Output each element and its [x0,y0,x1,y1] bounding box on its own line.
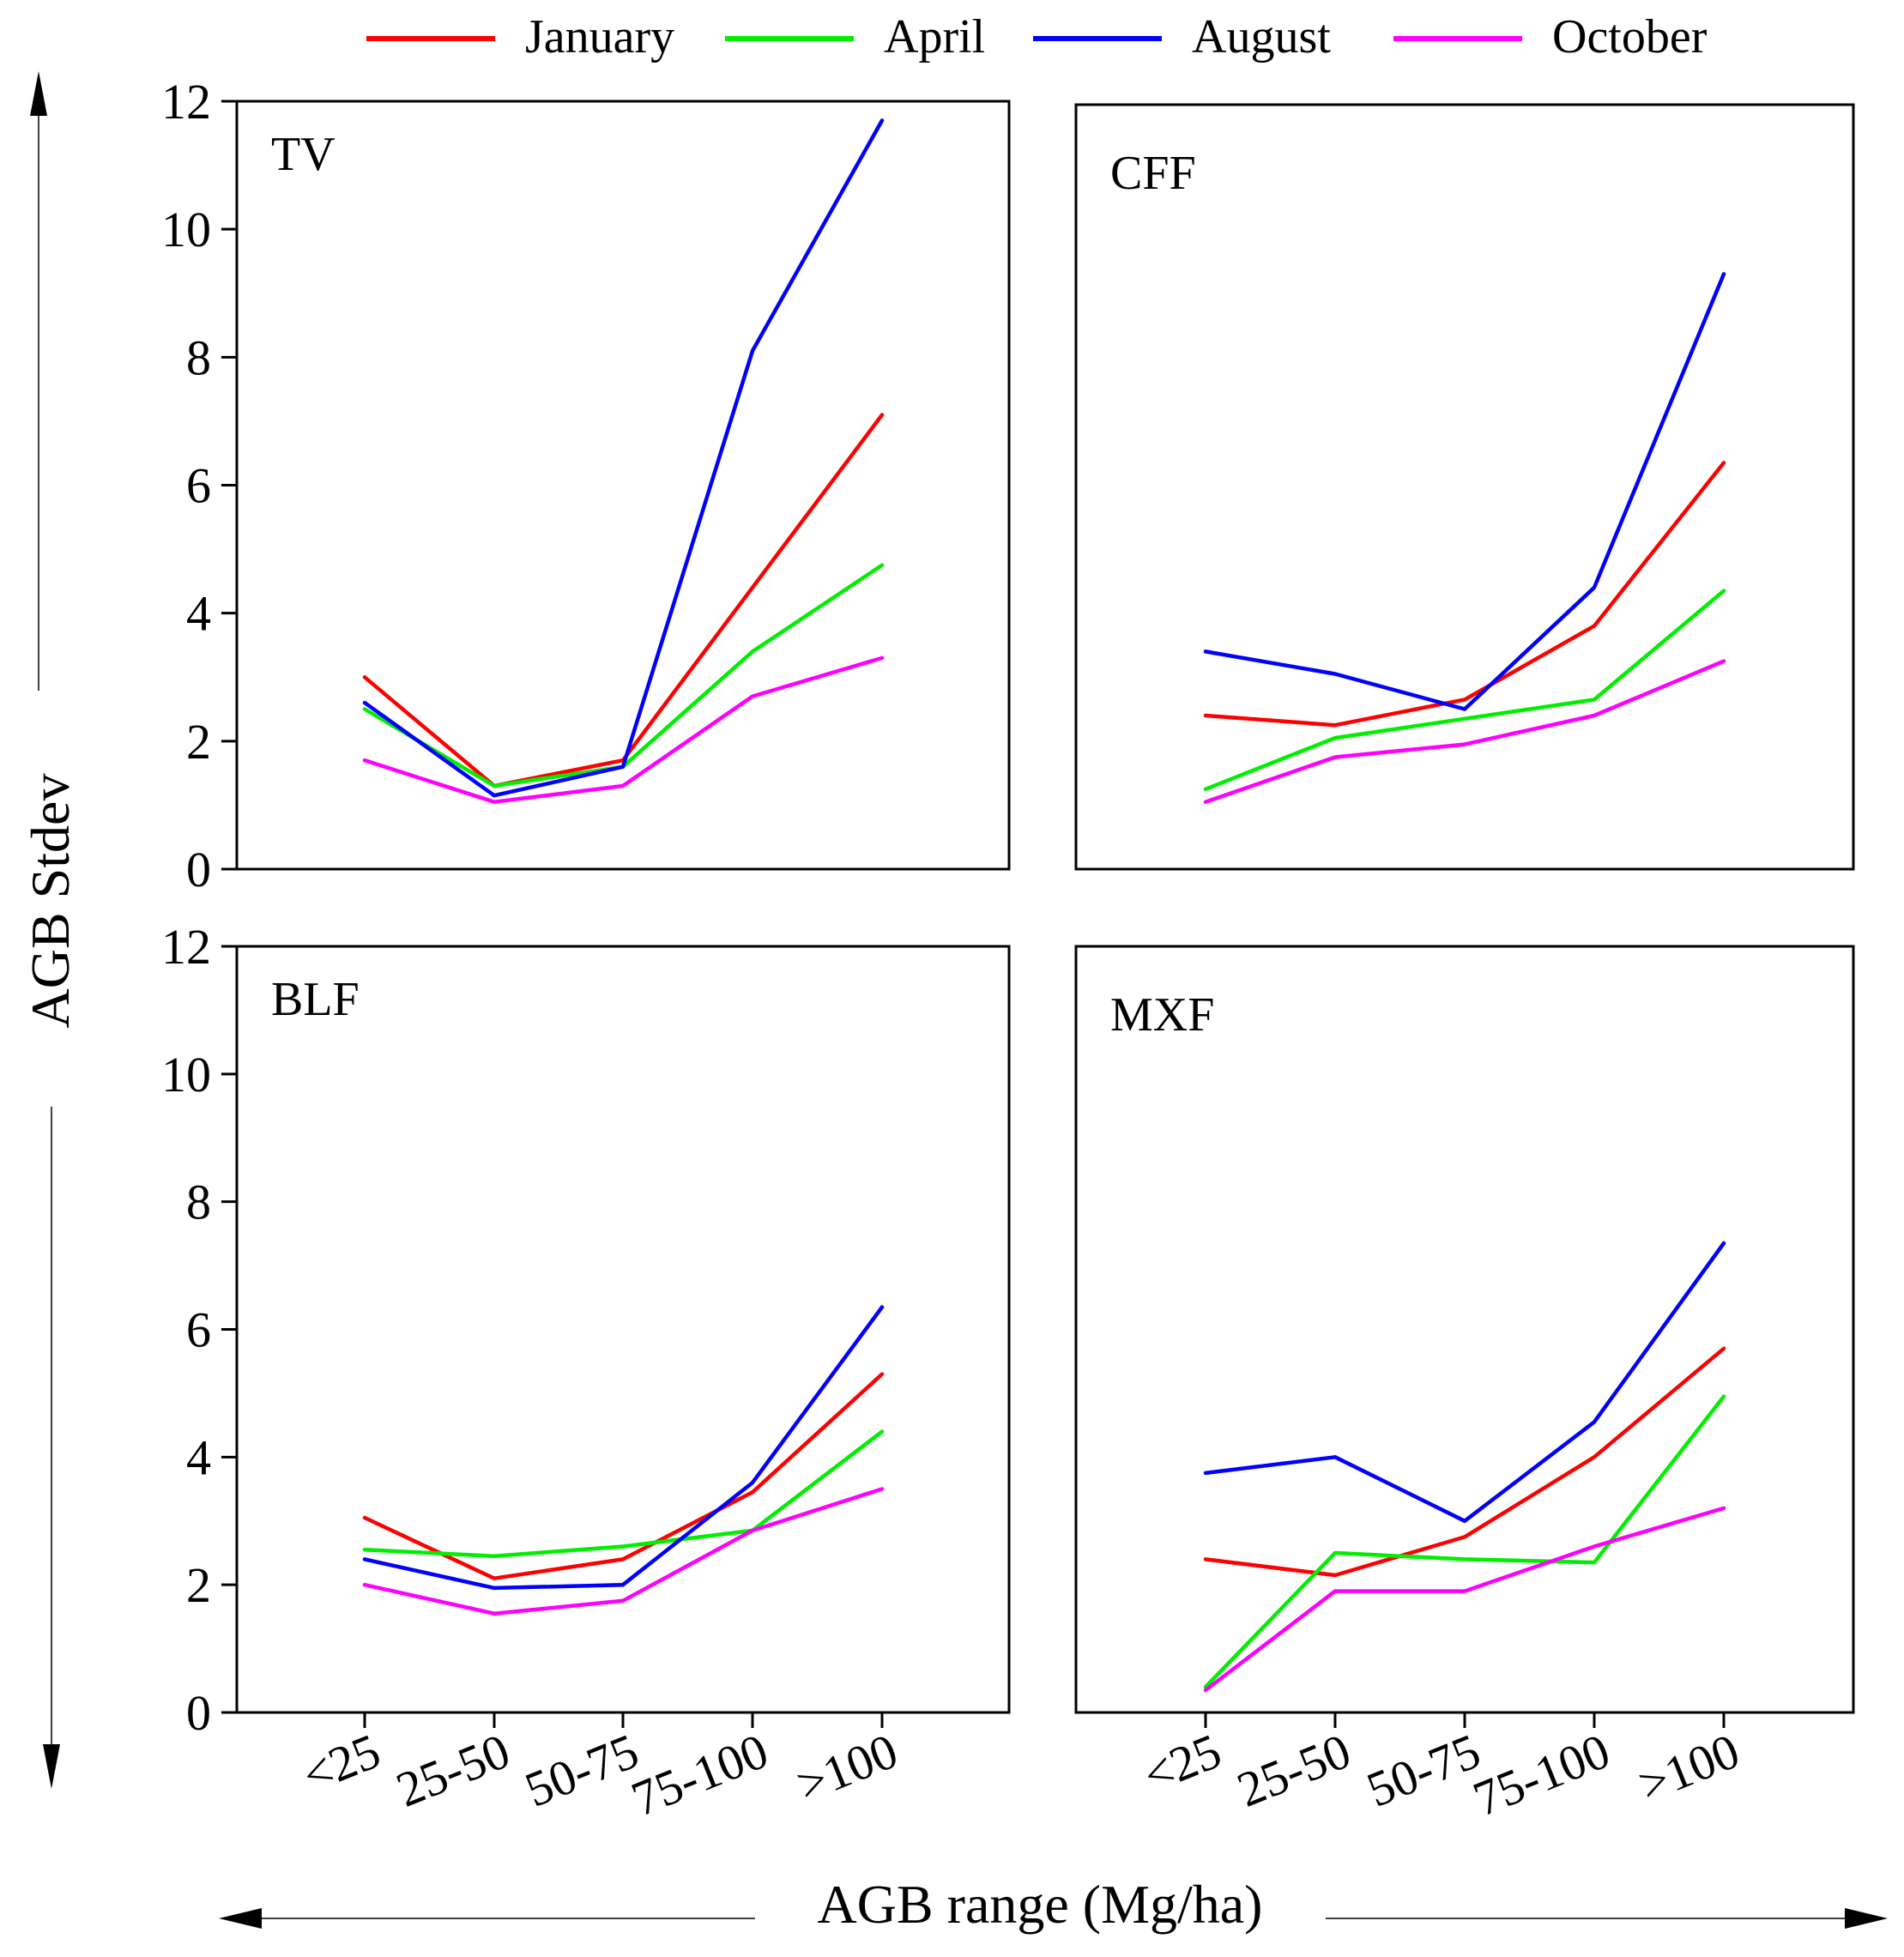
series-line-mxf-august [1203,1241,1726,1524]
series-line-tv-april [362,563,885,788]
y-axis-arrowhead-up [30,71,47,116]
x-axis-arrowhead-right [1845,1908,1888,1929]
y-axis-title-group: AGB Stdev [20,71,81,1789]
series-line-cff-october [1203,659,1726,804]
panel-cff: CFF [1074,103,1855,871]
series-line-tv-october [362,655,885,804]
y-axis-arrowhead-down [43,1744,60,1789]
panel-frame-cff [1074,103,1855,871]
y-tick-label: 4 [186,1429,211,1485]
series-line-mxf-october [1203,1506,1726,1693]
series-line-blf-april [362,1429,885,1558]
y-tick-label: 6 [186,458,211,514]
x-tick-label: 25-50 [1230,1723,1358,1818]
series-line-cff-august [1203,272,1726,711]
y-tick-label: 4 [186,586,211,642]
panel-frame-blf [235,945,1011,1714]
panel-tv: TV 0 2 4 6 8 10 12 [161,74,1011,897]
legend-label-october: October [1552,10,1708,63]
y-tick-label: 8 [186,1175,211,1230]
panel-frame-tv [235,100,1011,871]
x-axis-title: AGB range (Mg/ha) [818,1874,1263,1935]
y-tick-label: 2 [186,1557,211,1613]
x-tick-label: <25 [1135,1723,1228,1803]
y-tick-label: 12 [161,919,211,975]
y-tick-label: 10 [161,1047,211,1102]
series-line-tv-january [362,413,885,788]
panel-title-tv: TV [271,128,335,181]
y-tick-label: 2 [186,714,211,770]
panel-frame-mxf [1074,945,1855,1714]
panel-title-mxf: MXF [1110,988,1214,1042]
y-axis-title: AGB Stdev [20,774,81,1029]
x-tick-label: 75-100 [1466,1723,1617,1827]
x-tick-label: 50-75 [517,1723,646,1818]
series-line-blf-october [362,1487,885,1616]
x-tick-label: 75-100 [624,1723,776,1827]
series-line-cff-april [1203,589,1726,792]
y-tick-label: 0 [186,842,211,897]
y-tick-label: 0 [186,1685,211,1741]
x-tick-label: <25 [294,1723,387,1803]
series-line-cff-january [1203,461,1726,728]
panel-title-cff: CFF [1110,147,1196,200]
legend-label-april: April [884,10,985,63]
y-tick-label: 6 [186,1302,211,1358]
y-tick-label: 8 [186,329,211,385]
x-axis-title-group: AGB range (Mg/ha) [219,1874,1888,1935]
series-line-blf-august [362,1305,885,1591]
x-tick-label: >100 [789,1723,905,1813]
series-line-tv-august [362,118,885,798]
x-tick-label: 50-75 [1359,1723,1488,1818]
panel-title-blf: BLF [271,973,360,1026]
legend-label-august: August [1192,10,1331,63]
x-tick-label: >100 [1631,1723,1747,1813]
series-line-mxf-january [1203,1346,1726,1578]
x-axis-arrowhead-left [219,1908,262,1929]
x-tick-label: 25-50 [389,1723,517,1818]
y-tick-label: 10 [161,202,211,257]
y-tick-label: 12 [161,74,211,130]
legend-label-january: January [525,10,674,63]
legend: January April August October [366,10,1708,63]
series-line-mxf-april [1203,1394,1726,1689]
series-line-blf-january [362,1372,885,1580]
